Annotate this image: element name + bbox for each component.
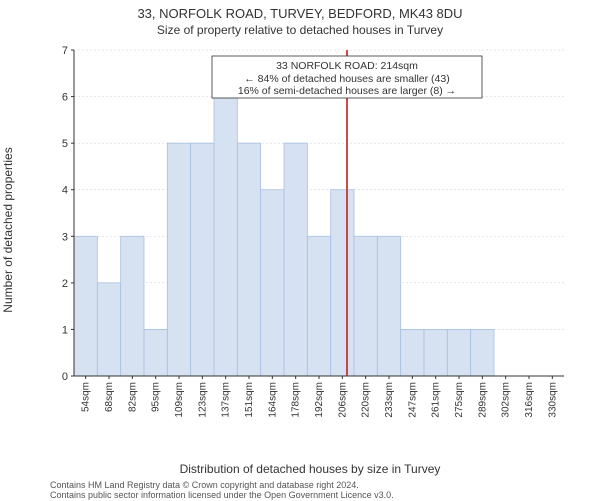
svg-text:316sqm: 316sqm <box>524 382 535 418</box>
svg-text:1: 1 <box>62 324 68 336</box>
chart-subtitle: Size of property relative to detached ho… <box>0 21 600 37</box>
svg-text:220sqm: 220sqm <box>361 382 372 418</box>
svg-text:0: 0 <box>62 371 68 383</box>
svg-text:275sqm: 275sqm <box>454 382 465 418</box>
svg-text:302sqm: 302sqm <box>501 382 512 418</box>
svg-text:178sqm: 178sqm <box>291 382 302 418</box>
svg-text:109sqm: 109sqm <box>174 382 185 418</box>
svg-text:3: 3 <box>62 231 68 243</box>
svg-text:68sqm: 68sqm <box>104 382 115 412</box>
svg-text:206sqm: 206sqm <box>337 382 348 418</box>
x-axis-label: Distribution of detached houses by size … <box>50 462 570 476</box>
chart-plot-area: 0 1 2 3 4 5 6 7 54sqm 68sqm 82sqm 95sqm 109sqm 123sqm… <box>50 46 570 426</box>
chart-container: { "title": "33, NORFOLK ROAD, TURVEY, BE… <box>0 0 600 500</box>
svg-text:164sqm: 164sqm <box>267 382 278 418</box>
attribution-line2: Contains public sector information licen… <box>50 490 394 500</box>
chart-title: 33, NORFOLK ROAD, TURVEY, BEDFORD, MK43 … <box>0 0 600 21</box>
svg-text:33 NORFOLK ROAD: 214sqm: 33 NORFOLK ROAD: 214sqm <box>276 60 418 72</box>
svg-text:247sqm: 247sqm <box>407 382 418 418</box>
svg-text:5: 5 <box>62 138 68 150</box>
svg-text:95sqm: 95sqm <box>151 382 162 412</box>
svg-text:16% of semi-detached houses ar: 16% of semi-detached houses are larger (… <box>238 85 456 97</box>
svg-text:261sqm: 261sqm <box>431 382 442 418</box>
svg-text:4: 4 <box>62 185 68 197</box>
svg-text:289sqm: 289sqm <box>477 382 488 418</box>
y-axis-label: Number of detached properties <box>1 147 15 312</box>
svg-text:← 84% of detached houses are s: ← 84% of detached houses are smaller (43… <box>244 73 449 85</box>
svg-text:6: 6 <box>62 92 68 104</box>
chart-svg: 0 1 2 3 4 5 6 7 54sqm 68sqm 82sqm 95sqm 109sqm 123sqm… <box>50 46 570 426</box>
svg-text:151sqm: 151sqm <box>244 382 255 418</box>
svg-text:54sqm: 54sqm <box>81 382 92 412</box>
svg-text:137sqm: 137sqm <box>221 382 232 418</box>
svg-text:123sqm: 123sqm <box>197 382 208 418</box>
svg-text:233sqm: 233sqm <box>384 382 395 418</box>
attribution-text: Contains HM Land Registry data © Crown c… <box>50 480 570 501</box>
svg-text:330sqm: 330sqm <box>547 382 558 418</box>
svg-text:2: 2 <box>62 278 68 290</box>
svg-text:192sqm: 192sqm <box>314 382 325 418</box>
svg-text:7: 7 <box>62 46 68 57</box>
attribution-line1: Contains HM Land Registry data © Crown c… <box>50 480 359 490</box>
svg-text:82sqm: 82sqm <box>127 382 138 412</box>
